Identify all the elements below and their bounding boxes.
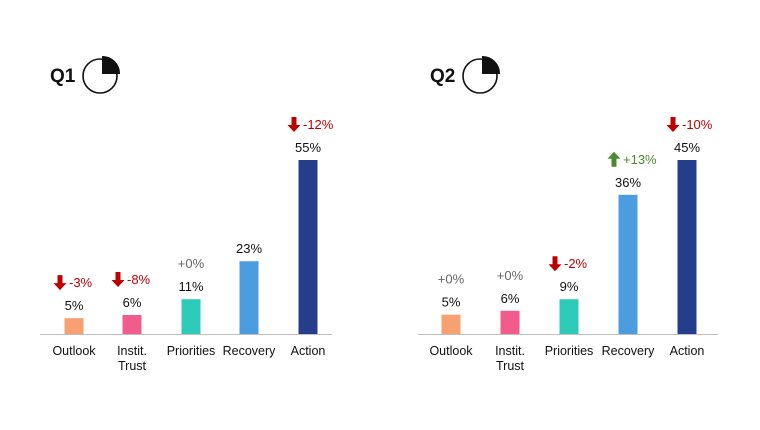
bar bbox=[239, 261, 259, 334]
bar bbox=[618, 194, 638, 334]
chart-title: Q2 bbox=[430, 66, 455, 87]
data-label: 9% bbox=[560, 279, 579, 294]
chart-2: Q2 5% +0% Outlook 6% +0% Instit.Trust 9% -2% Prio… bbox=[418, 55, 718, 373]
category-label: Priorities bbox=[545, 344, 594, 358]
pie-icon-wedge bbox=[102, 55, 121, 74]
bar bbox=[441, 314, 461, 334]
category-label: Recovery bbox=[223, 344, 277, 358]
bar bbox=[64, 318, 84, 334]
category-label: Action bbox=[670, 344, 705, 358]
down-arrow-icon bbox=[287, 117, 301, 132]
data-label: 45% bbox=[674, 140, 700, 155]
category-label: Trust bbox=[496, 359, 525, 373]
down-arrow-icon bbox=[548, 256, 562, 272]
data-label: 11% bbox=[178, 279, 203, 294]
bar bbox=[122, 315, 142, 334]
category-label: Instit. bbox=[495, 344, 525, 358]
category-label: Recovery bbox=[602, 344, 656, 358]
data-label: 5% bbox=[442, 295, 461, 310]
down-arrow-icon bbox=[111, 272, 125, 288]
bar bbox=[298, 160, 318, 334]
category-label: Priorities bbox=[167, 344, 216, 358]
change-label: -12% bbox=[303, 117, 334, 132]
bar bbox=[559, 299, 579, 334]
data-label: 36% bbox=[615, 175, 641, 190]
bar bbox=[500, 310, 520, 334]
category-label: Instit. bbox=[117, 344, 147, 358]
bar bbox=[181, 299, 201, 334]
down-arrow-icon bbox=[666, 117, 680, 132]
data-label: 5% bbox=[65, 298, 84, 313]
category-label: Outlook bbox=[52, 344, 96, 358]
change-label: -8% bbox=[127, 272, 151, 287]
chart-title: Q1 bbox=[50, 66, 76, 87]
down-arrow-icon bbox=[53, 275, 67, 291]
change-label: +0% bbox=[438, 272, 465, 287]
change-label: -10% bbox=[682, 117, 713, 132]
pie-icon-wedge bbox=[482, 55, 501, 74]
up-arrow-icon bbox=[607, 151, 621, 167]
category-label: Outlook bbox=[429, 344, 473, 358]
change-label: +0% bbox=[178, 256, 205, 271]
change-label: -2% bbox=[564, 256, 588, 271]
data-label: 55% bbox=[295, 140, 321, 155]
change-label: +0% bbox=[497, 268, 524, 283]
data-label: 6% bbox=[501, 291, 520, 306]
data-label: 23% bbox=[236, 241, 262, 256]
change-label: -3% bbox=[69, 275, 93, 290]
change-label: +13% bbox=[623, 152, 657, 167]
bar bbox=[677, 160, 697, 334]
data-label: 6% bbox=[123, 295, 142, 310]
category-label: Trust bbox=[118, 359, 147, 373]
chart-1: Q1 5% -3% Outlook 6% -8% Instit.Trust 11% +0% Pri… bbox=[40, 55, 334, 373]
category-label: Action bbox=[291, 344, 326, 358]
